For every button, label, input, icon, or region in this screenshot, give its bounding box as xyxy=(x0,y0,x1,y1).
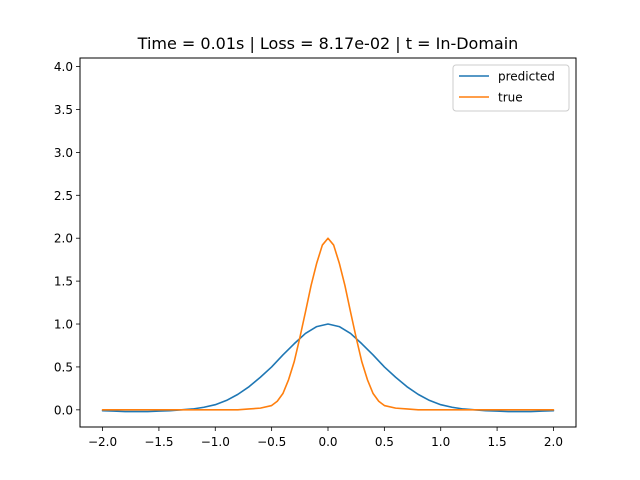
x-tick-label: 1.0 xyxy=(431,435,450,449)
x-tick-label: −2.0 xyxy=(88,435,117,449)
x-tick-label: 0.0 xyxy=(318,435,337,449)
x-tick-label: 2.0 xyxy=(544,435,563,449)
plot-content xyxy=(101,237,555,413)
y-tick-label: 0.5 xyxy=(54,360,73,374)
x-tick-label: −1.5 xyxy=(144,435,173,449)
x-axis: −2.0 −1.5 −1.0 −0.5 0.0 0.5 1.0 1.5 2.0 xyxy=(88,427,563,449)
y-tick-label: 1.5 xyxy=(54,275,73,289)
y-axis: 0.0 0.5 1.0 1.5 2.0 2.5 3.0 3.5 4.0 xyxy=(54,60,80,417)
chart-title: Time = 0.01s | Loss = 8.17e-02 | t = In-… xyxy=(137,34,519,53)
x-tick-label: 1.5 xyxy=(488,435,507,449)
legend-label-predicted: predicted xyxy=(498,70,555,84)
series-line-true xyxy=(101,237,555,411)
x-tick-label: −0.5 xyxy=(257,435,286,449)
y-tick-label: 2.0 xyxy=(54,232,73,246)
legend: predicted true xyxy=(452,64,570,112)
y-tick-label: 3.0 xyxy=(54,146,73,160)
x-tick-label: 0.5 xyxy=(375,435,394,449)
y-tick-label: 3.5 xyxy=(54,103,73,117)
x-tick-label: −1.0 xyxy=(201,435,230,449)
y-tick-label: 4.0 xyxy=(54,60,73,74)
legend-label-true: true xyxy=(498,91,523,105)
y-tick-label: 0.0 xyxy=(54,403,73,417)
y-tick-label: 2.5 xyxy=(54,189,73,203)
y-tick-label: 1.0 xyxy=(54,318,73,332)
